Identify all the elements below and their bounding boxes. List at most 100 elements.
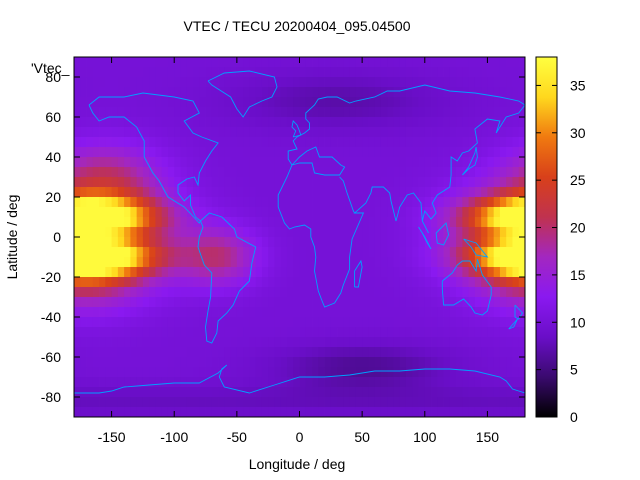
heatmap-cell <box>174 197 181 208</box>
heatmap-cell <box>224 187 231 198</box>
heatmap-cell <box>393 137 401 148</box>
heatmap-cell <box>343 357 351 368</box>
heatmap-cell <box>130 247 138 258</box>
heatmap-cell <box>474 87 482 98</box>
heatmap-cell <box>92 267 100 278</box>
heatmap-cell <box>274 317 282 328</box>
heatmap-cell <box>462 267 470 278</box>
heatmap-cell <box>399 217 407 228</box>
heatmap-cell <box>343 277 351 288</box>
heatmap-cell <box>393 227 401 238</box>
heatmap-cell <box>161 207 169 218</box>
heatmap-cell <box>456 247 463 258</box>
heatmap-cell <box>405 257 413 268</box>
heatmap-cell <box>205 367 213 378</box>
heatmap-cell <box>343 337 351 348</box>
heatmap-cell <box>268 277 275 288</box>
heatmap-cell <box>117 327 125 338</box>
heatmap-cell <box>268 177 275 188</box>
heatmap-cell <box>249 97 257 108</box>
heatmap-cell <box>99 227 106 238</box>
heatmap-cell <box>86 167 94 178</box>
heatmap-cell <box>286 337 294 348</box>
heatmap-cell <box>92 377 100 388</box>
heatmap-cell <box>481 227 488 238</box>
heatmap-cell <box>230 77 238 88</box>
heatmap-cell <box>261 297 269 308</box>
heatmap-cell <box>80 317 87 328</box>
heatmap-cell <box>218 307 225 318</box>
heatmap-cell <box>312 137 319 148</box>
heatmap-cell <box>142 197 150 208</box>
heatmap-cell <box>299 267 307 278</box>
heatmap-cell <box>174 77 181 88</box>
heatmap-cell <box>387 297 394 308</box>
heatmap-cell <box>374 247 382 258</box>
heatmap-cell <box>86 287 94 298</box>
heatmap-cell <box>230 267 238 278</box>
heatmap-cell <box>355 177 363 188</box>
heatmap-cell <box>111 217 119 228</box>
heatmap-cell <box>512 377 520 388</box>
heatmap-cell <box>399 237 407 248</box>
heatmap-cell <box>186 147 194 158</box>
heatmap-cell <box>199 297 206 308</box>
heatmap-cell <box>92 157 100 168</box>
heatmap-cell <box>506 227 513 238</box>
heatmap-cell <box>462 347 470 358</box>
heatmap-cell <box>99 117 106 128</box>
heatmap-cell <box>487 117 495 128</box>
heatmap-cell <box>243 147 250 158</box>
heatmap-cell <box>387 347 394 358</box>
heatmap-cell <box>362 297 369 308</box>
heatmap-cell <box>205 297 213 308</box>
heatmap-cell <box>312 297 319 308</box>
heatmap-cell <box>142 287 150 298</box>
heatmap-cell <box>142 147 150 158</box>
heatmap-cell <box>130 167 138 178</box>
heatmap-cell <box>506 157 513 168</box>
heatmap-cell <box>355 57 363 68</box>
heatmap-cell <box>243 377 250 388</box>
heatmap-cell <box>249 357 257 368</box>
heatmap-cell <box>387 397 394 408</box>
heatmap-cell <box>205 397 213 408</box>
heatmap-cell <box>337 407 344 418</box>
heatmap-cell <box>449 67 457 78</box>
heatmap-cell <box>324 127 332 138</box>
heatmap-cell <box>343 147 351 158</box>
heatmap-cell <box>412 287 419 298</box>
heatmap-cell <box>418 107 426 118</box>
heatmap-cell <box>493 277 501 288</box>
heatmap-cell <box>324 97 332 108</box>
heatmap-cell <box>124 277 131 288</box>
heatmap-cell <box>305 387 313 398</box>
heatmap-cell <box>437 307 444 318</box>
heatmap-cell <box>124 287 131 298</box>
heatmap-cell <box>280 387 288 398</box>
heatmap-cell <box>330 327 338 338</box>
heatmap-cell <box>318 217 325 228</box>
heatmap-cell <box>149 407 156 418</box>
heatmap-cell <box>399 257 407 268</box>
heatmap-cell <box>443 397 451 408</box>
heatmap-cell <box>499 327 507 338</box>
heatmap-cell <box>487 147 495 158</box>
heatmap-cell <box>174 267 181 278</box>
heatmap-cell <box>261 397 269 408</box>
heatmap-cell <box>399 97 407 108</box>
heatmap-cell <box>355 377 363 388</box>
heatmap-cell <box>236 127 244 138</box>
heatmap-cell <box>124 407 131 418</box>
heatmap-cell <box>218 277 225 288</box>
heatmap-cell <box>355 187 363 198</box>
heatmap-cell <box>86 237 94 248</box>
heatmap-cell <box>180 287 188 298</box>
heatmap-cell <box>80 197 87 208</box>
heatmap-cell <box>211 327 219 338</box>
heatmap-cell <box>105 407 112 418</box>
heatmap-cell <box>243 157 250 168</box>
heatmap-cell <box>193 367 200 378</box>
heatmap-cell <box>211 167 219 178</box>
heatmap-cell <box>167 117 175 128</box>
